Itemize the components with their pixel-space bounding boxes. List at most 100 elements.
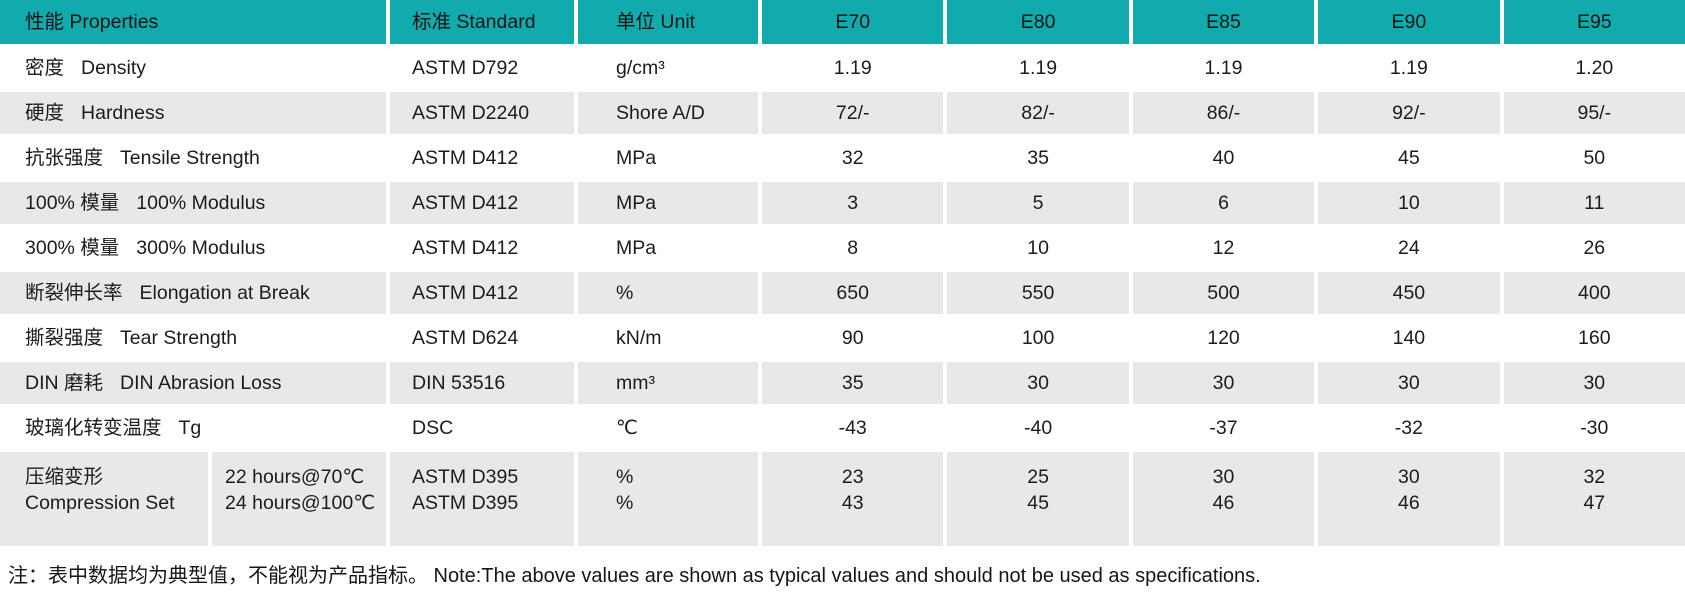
- value-line-2: 45: [1027, 492, 1049, 514]
- unit-line-1: %: [616, 466, 634, 488]
- property-zh: 压缩变形: [25, 466, 104, 488]
- property-en: Tear Strength: [120, 326, 238, 349]
- header-properties-cell: 性能 Properties: [0, 0, 386, 44]
- unit-cell: MPa: [578, 137, 758, 179]
- value-cell-e95: 30: [1503, 362, 1685, 404]
- standard-line-2: ASTM D395: [412, 492, 519, 514]
- standard-cell: ASTM D412: [390, 272, 574, 314]
- property-cell: 100% 模量 100% Modulus: [0, 182, 386, 224]
- value-cell-e80: 550: [947, 272, 1129, 314]
- header-unit-cell: 单位 Unit: [578, 0, 758, 44]
- value-cell-e85: 6: [1132, 182, 1315, 224]
- property-cell: 断裂伸长率 Elongation at Break: [0, 272, 386, 314]
- standard-cell: ASTM D792: [390, 47, 574, 89]
- value-cell-e80: -40: [947, 407, 1129, 449]
- unit-line-2: %: [616, 492, 634, 514]
- value-cell-e70: 1.19: [762, 47, 944, 89]
- header-grade-e70: E70: [762, 0, 944, 44]
- property-zh: DIN 磨耗: [25, 371, 104, 394]
- property-en: Tg: [178, 416, 202, 439]
- property-cell: 硬度 Hardness: [0, 92, 386, 134]
- value-cell-e80: 100: [947, 317, 1129, 359]
- value-cell-e90: 10: [1318, 182, 1500, 224]
- property-zh: 撕裂强度: [25, 326, 104, 349]
- value-cell-e95: 50: [1503, 137, 1685, 179]
- property-cell: 密度 Density: [0, 47, 386, 89]
- property-cell: 300% 模量 300% Modulus: [0, 227, 386, 269]
- value-cell-e95: 95/-: [1503, 92, 1685, 134]
- property-cell: 抗张强度 Tensile Strength: [0, 137, 386, 179]
- unit-cell: %: [578, 272, 758, 314]
- value-cell-e70: 3: [762, 182, 944, 224]
- value-cell-e80: 10: [947, 227, 1129, 269]
- value-cell-e85: -37: [1132, 407, 1315, 449]
- property-zh: 300% 模量: [25, 236, 120, 259]
- value-cell-e90: 24: [1318, 227, 1500, 269]
- table-note: 注：表中数据均为典型值，不能视为产品指标。 Note:The above val…: [8, 565, 1261, 587]
- property-en: Density: [81, 56, 147, 79]
- value-cell-e90: -32: [1318, 407, 1500, 449]
- condition-cell: 22 hours@70℃ 24 hours@100℃: [212, 452, 386, 546]
- value-cell-e90: 92/-: [1318, 92, 1500, 134]
- value-cell-e70: 90: [762, 317, 944, 359]
- value-cell-e70: 35: [762, 362, 944, 404]
- value-line-1: 23: [841, 466, 864, 488]
- header-grade-e95: E95: [1503, 0, 1685, 44]
- property-zh: 抗张强度: [25, 146, 104, 169]
- property-en: Compression Set: [25, 492, 175, 514]
- property-en: Elongation at Break: [139, 281, 310, 304]
- property-zh: 硬度: [25, 101, 65, 124]
- value-cell-e90: 45: [1318, 137, 1500, 179]
- condition-line-2: 24 hours@100℃: [225, 492, 376, 514]
- unit-cell: ℃: [578, 407, 758, 449]
- property-cell: 玻璃化转变温度 Tg: [0, 407, 386, 449]
- property-en: Tensile Strength: [120, 146, 260, 169]
- value-cell-e90: 450: [1318, 272, 1500, 314]
- standard-cell: ASTM D412: [390, 182, 574, 224]
- standard-cell: ASTM D2240: [390, 92, 574, 134]
- standard-cell: ASTM D624: [390, 317, 574, 359]
- value-cell-e85: 30 46: [1132, 452, 1315, 546]
- standard-cell: DSC: [390, 407, 574, 449]
- value-cell-e90: 30 46: [1318, 452, 1500, 546]
- value-cell-e70: 23 43: [762, 452, 944, 546]
- header-grade-e80: E80: [947, 0, 1129, 44]
- value-line-2: 46: [1212, 492, 1235, 514]
- property-zh: 密度: [25, 56, 65, 79]
- header-grade-e90: E90: [1318, 0, 1500, 44]
- value-line-1: 32: [1583, 466, 1606, 488]
- value-cell-e80: 1.19: [947, 47, 1129, 89]
- value-cell-e90: 140: [1318, 317, 1500, 359]
- unit-cell: mm³: [578, 362, 758, 404]
- value-line-2: 43: [841, 492, 864, 514]
- condition-line-1: 22 hours@70℃: [225, 466, 365, 488]
- value-line-1: 30: [1212, 466, 1235, 488]
- value-cell-e80: 25 45: [947, 452, 1129, 546]
- value-cell-e70: -43: [762, 407, 944, 449]
- value-cell-e80: 35: [947, 137, 1129, 179]
- value-cell-e70: 72/-: [762, 92, 944, 134]
- value-cell-e90: 30: [1318, 362, 1500, 404]
- unit-cell: Shore A/D: [578, 92, 758, 134]
- property-cell: DIN 磨耗 DIN Abrasion Loss: [0, 362, 386, 404]
- value-cell-e70: 8: [762, 227, 944, 269]
- value-line-2: 46: [1398, 492, 1420, 514]
- property-zh: 玻璃化转变温度: [25, 416, 162, 439]
- unit-cell: %%: [578, 452, 758, 546]
- value-cell-e85: 1.19: [1132, 47, 1315, 89]
- value-cell-e85: 500: [1132, 272, 1315, 314]
- value-cell-e85: 40: [1132, 137, 1315, 179]
- value-cell-e70: 650: [762, 272, 944, 314]
- unit-cell: MPa: [578, 227, 758, 269]
- standard-cell: DIN 53516: [390, 362, 574, 404]
- standard-cell: ASTM D395 ASTM D395: [390, 452, 574, 546]
- property-cell: 撕裂强度 Tear Strength: [0, 317, 386, 359]
- property-en: DIN Abrasion Loss: [120, 371, 282, 394]
- value-cell-e80: 30: [947, 362, 1129, 404]
- value-cell-e85: 86/-: [1132, 92, 1315, 134]
- value-cell-e85: 120: [1132, 317, 1315, 359]
- value-line-2: 47: [1583, 492, 1606, 514]
- property-zh: 100% 模量: [25, 191, 120, 214]
- unit-cell: g/cm³: [578, 47, 758, 89]
